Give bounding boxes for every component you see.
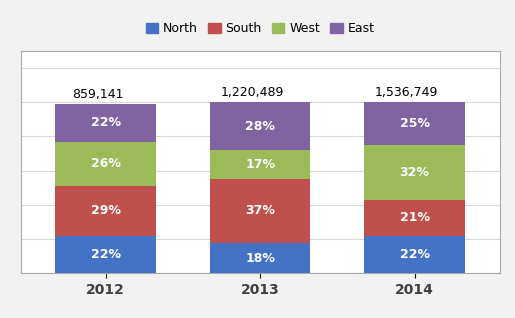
Text: 32%: 32%	[400, 166, 430, 179]
Text: 37%: 37%	[245, 204, 275, 218]
Bar	[210, 102, 311, 150]
Text: 17%: 17%	[245, 158, 275, 171]
Bar	[210, 150, 311, 179]
Text: 1,220,489: 1,220,489	[220, 86, 284, 99]
Legend: North, South, West, East: North, South, West, East	[141, 17, 380, 40]
Text: 22%: 22%	[91, 116, 121, 129]
Bar	[210, 179, 311, 243]
Text: 25%: 25%	[400, 117, 430, 130]
Text: 18%: 18%	[245, 252, 275, 265]
Bar	[365, 145, 465, 200]
Bar	[56, 104, 156, 142]
Bar	[365, 102, 465, 145]
Bar	[56, 186, 156, 236]
Bar	[365, 200, 465, 236]
Text: 859,141: 859,141	[72, 87, 124, 100]
Bar	[56, 236, 156, 273]
Text: 22%: 22%	[91, 248, 121, 261]
Bar	[56, 142, 156, 186]
Bar	[365, 236, 465, 273]
Text: 26%: 26%	[91, 157, 121, 170]
Text: 29%: 29%	[91, 204, 121, 218]
Text: 22%: 22%	[400, 248, 430, 261]
Bar	[210, 243, 311, 273]
Text: 28%: 28%	[245, 120, 275, 133]
Text: 1,536,749: 1,536,749	[375, 86, 439, 99]
Text: 21%: 21%	[400, 211, 430, 224]
